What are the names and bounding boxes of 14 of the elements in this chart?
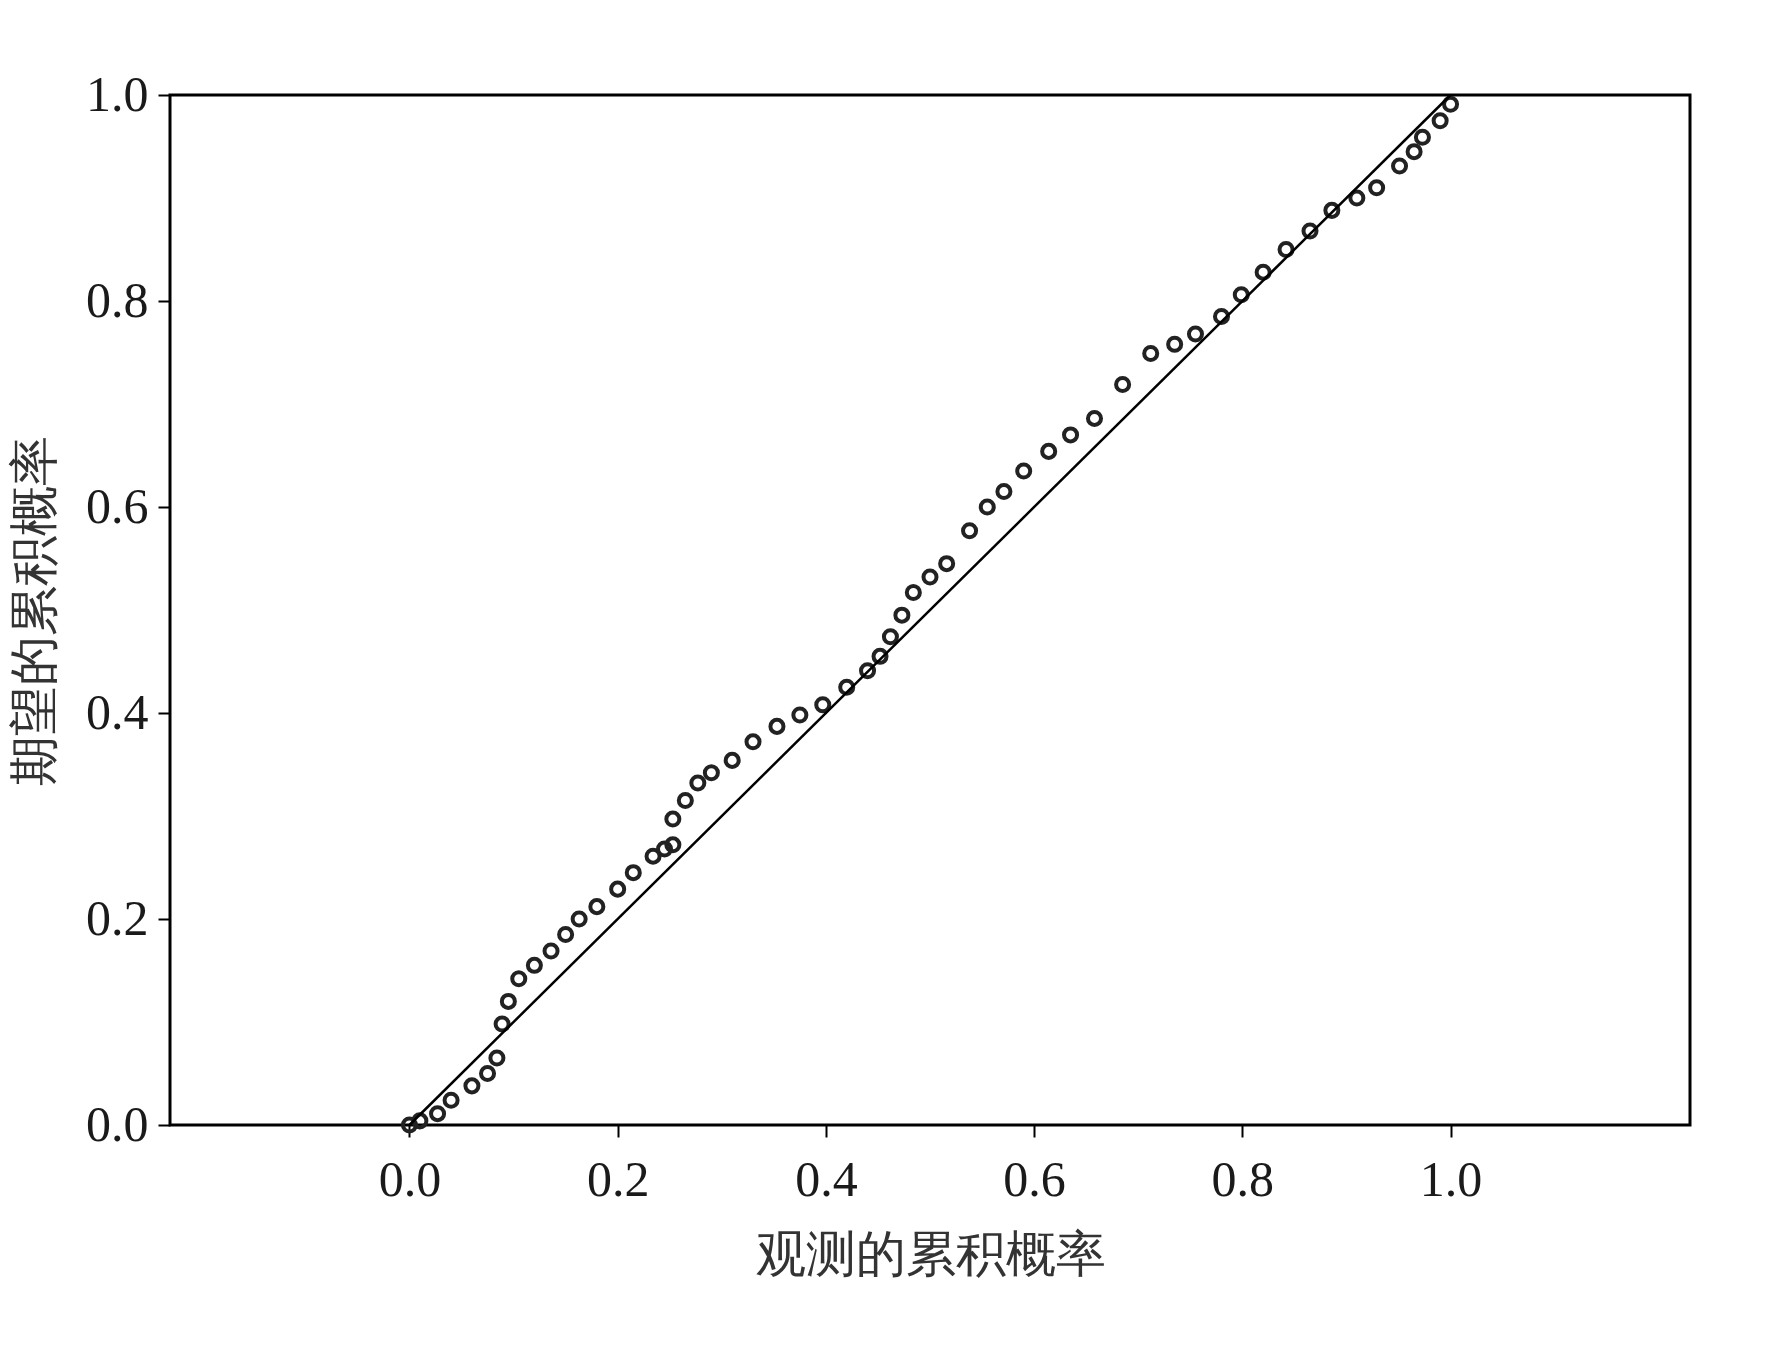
y-axis-title: 期望的累积概率 — [6, 435, 62, 786]
x-tick-label: 1.0 — [1419, 1150, 1483, 1207]
x-tick-label: 0.8 — [1211, 1150, 1275, 1207]
x-tick-label: 0.6 — [1003, 1150, 1066, 1207]
x-tick-label: 0.4 — [795, 1150, 858, 1207]
y-tick-label: 0.4 — [86, 683, 149, 740]
x-axis-title: 观测的累积概率 — [755, 1225, 1106, 1282]
x-tick-label: 0.2 — [586, 1150, 650, 1207]
y-tick-label: 0.6 — [86, 477, 149, 534]
y-tick-label: 0.2 — [86, 889, 149, 946]
y-tick-label: 1.0 — [86, 65, 149, 122]
x-tick-label: 0.0 — [378, 1150, 442, 1207]
y-tick-label: 0.8 — [86, 271, 149, 328]
y-tick-label: 0.0 — [86, 1095, 149, 1152]
